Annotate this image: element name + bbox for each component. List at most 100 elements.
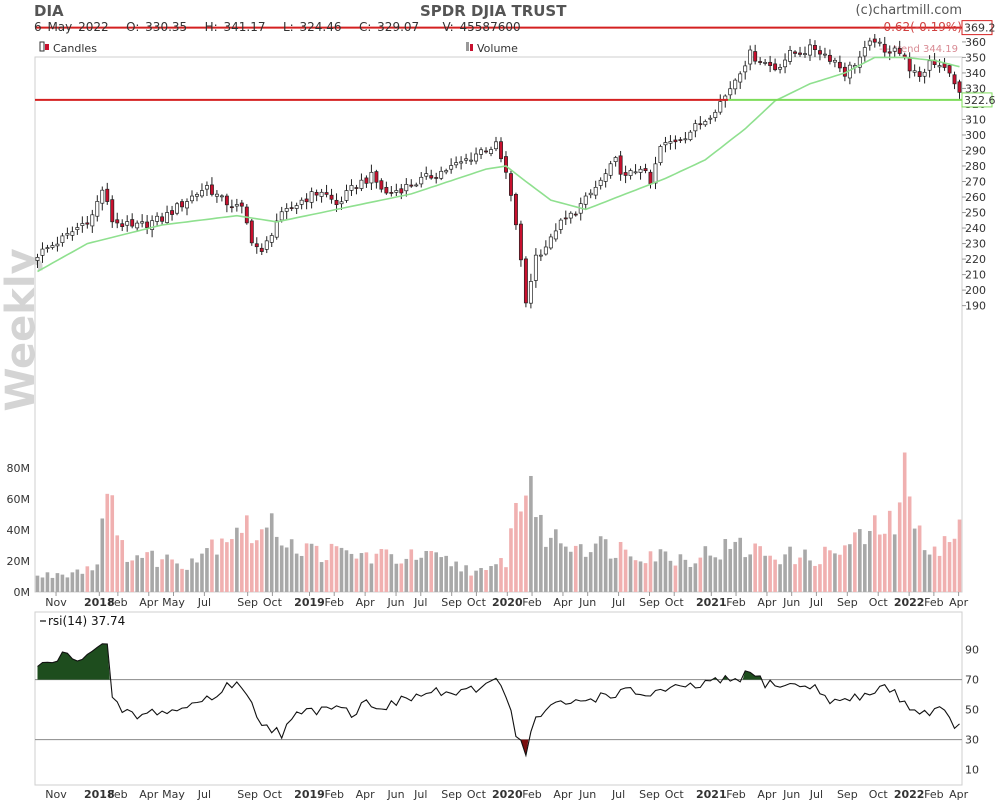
candle-body: [339, 201, 344, 205]
candle-body: [553, 230, 558, 240]
candle-body: [738, 73, 743, 83]
candle-body: [429, 175, 434, 179]
candle-body: [633, 171, 638, 174]
candle-body: [344, 190, 349, 201]
candle-body: [758, 61, 763, 63]
price-change: -0.62(-0.19%): [879, 20, 962, 34]
candle-body: [793, 51, 797, 54]
candle-body: [60, 235, 65, 243]
candle-body: [469, 159, 474, 162]
volume-bar: [514, 502, 518, 592]
candle-body: [354, 187, 359, 189]
candle-body: [837, 61, 842, 69]
x-axis-label: Sep: [639, 788, 660, 801]
candle-body: [548, 236, 553, 249]
candle-body: [518, 223, 523, 261]
candle-body: [334, 199, 339, 206]
volume-bar: [284, 547, 289, 592]
volume-legend-icon-down: [470, 44, 473, 51]
volume-bar: [384, 549, 389, 592]
price-tick-label: 260: [965, 191, 986, 204]
volume-bar: [618, 541, 623, 592]
x-axis-label: Sep: [441, 596, 462, 609]
candle-body: [832, 59, 837, 63]
x-axis-label: Jul: [413, 788, 427, 801]
candle-body: [513, 193, 518, 226]
x-axis-label: Oct: [467, 596, 487, 609]
volume-bar: [539, 514, 543, 592]
candle-body: [175, 203, 179, 214]
x-axis-label: Oct: [263, 788, 283, 801]
candle-body: [857, 56, 862, 68]
candle-body: [618, 155, 623, 175]
candle-body: [658, 146, 663, 164]
candle-body: [274, 220, 279, 238]
price-tick-label: 310: [965, 113, 986, 126]
volume-bar: [793, 564, 797, 592]
volume-bar: [155, 566, 159, 592]
volume-bar: [215, 554, 219, 592]
volume-bar: [743, 557, 748, 592]
volume-bar: [299, 555, 304, 592]
candle-body: [897, 48, 902, 54]
candle-body: [698, 123, 703, 126]
x-axis-label: Jul: [197, 788, 211, 801]
candle-body: [942, 63, 947, 68]
candle-body: [653, 163, 658, 184]
candle-body: [753, 51, 758, 62]
volume-bar: [40, 577, 45, 592]
candle-body: [414, 184, 419, 187]
volume-bar: [240, 532, 244, 592]
x-axis-label: Jun: [386, 596, 404, 609]
candle-body: [239, 202, 244, 207]
x-axis-label: Sep: [639, 596, 660, 609]
volume-tick-label: 20M: [7, 555, 31, 568]
volume-bar: [907, 496, 912, 592]
candle-body: [887, 51, 892, 54]
candle-body: [384, 186, 389, 194]
volume-bar: [324, 560, 329, 592]
volume-bar: [414, 559, 419, 592]
trend-legend-label: --- trend 344.19: [879, 44, 958, 55]
candle-body: [504, 156, 508, 173]
candle-body: [927, 60, 932, 71]
candle-body: [693, 123, 698, 132]
volume-bar: [279, 545, 284, 592]
volume-bar: [180, 568, 184, 592]
x-axis-label: Apr: [757, 788, 777, 801]
candle-body: [558, 219, 563, 230]
x-axis-label: Apr: [139, 788, 159, 801]
candle-body: [404, 184, 409, 192]
candle-body: [748, 49, 753, 65]
x-axis-label: Apr: [553, 788, 573, 801]
candle-body: [329, 194, 334, 200]
price-tick-label: 300: [965, 129, 986, 142]
volume-bar: [813, 565, 817, 592]
candle-body: [907, 57, 912, 72]
volume-bar: [115, 535, 120, 592]
x-axis-label: Oct: [869, 788, 889, 801]
x-axis-label: Feb: [108, 596, 127, 609]
volume-bar: [185, 569, 189, 592]
volume-bar: [733, 541, 738, 592]
x-axis-label: 2018: [84, 788, 115, 801]
volume-bar: [269, 513, 274, 592]
rsi-tick-label: 90: [965, 644, 979, 657]
volume-bar: [75, 569, 80, 592]
volume-bar: [853, 532, 857, 592]
volume-bar: [504, 567, 508, 592]
quote-date: 6 May 2022: [34, 20, 109, 34]
candle-body: [135, 222, 140, 229]
candle-body: [434, 177, 439, 179]
volume-bar: [848, 544, 852, 592]
volume-bar: [828, 550, 832, 592]
candle-body: [454, 162, 459, 166]
candle-body: [95, 201, 100, 217]
candle-body: [922, 71, 927, 77]
candle-body: [808, 44, 812, 56]
candle-body: [459, 161, 464, 164]
candle-body: [778, 67, 783, 70]
volume-bar: [613, 557, 618, 592]
candle-body: [449, 165, 454, 170]
volume-bar: [872, 515, 877, 592]
